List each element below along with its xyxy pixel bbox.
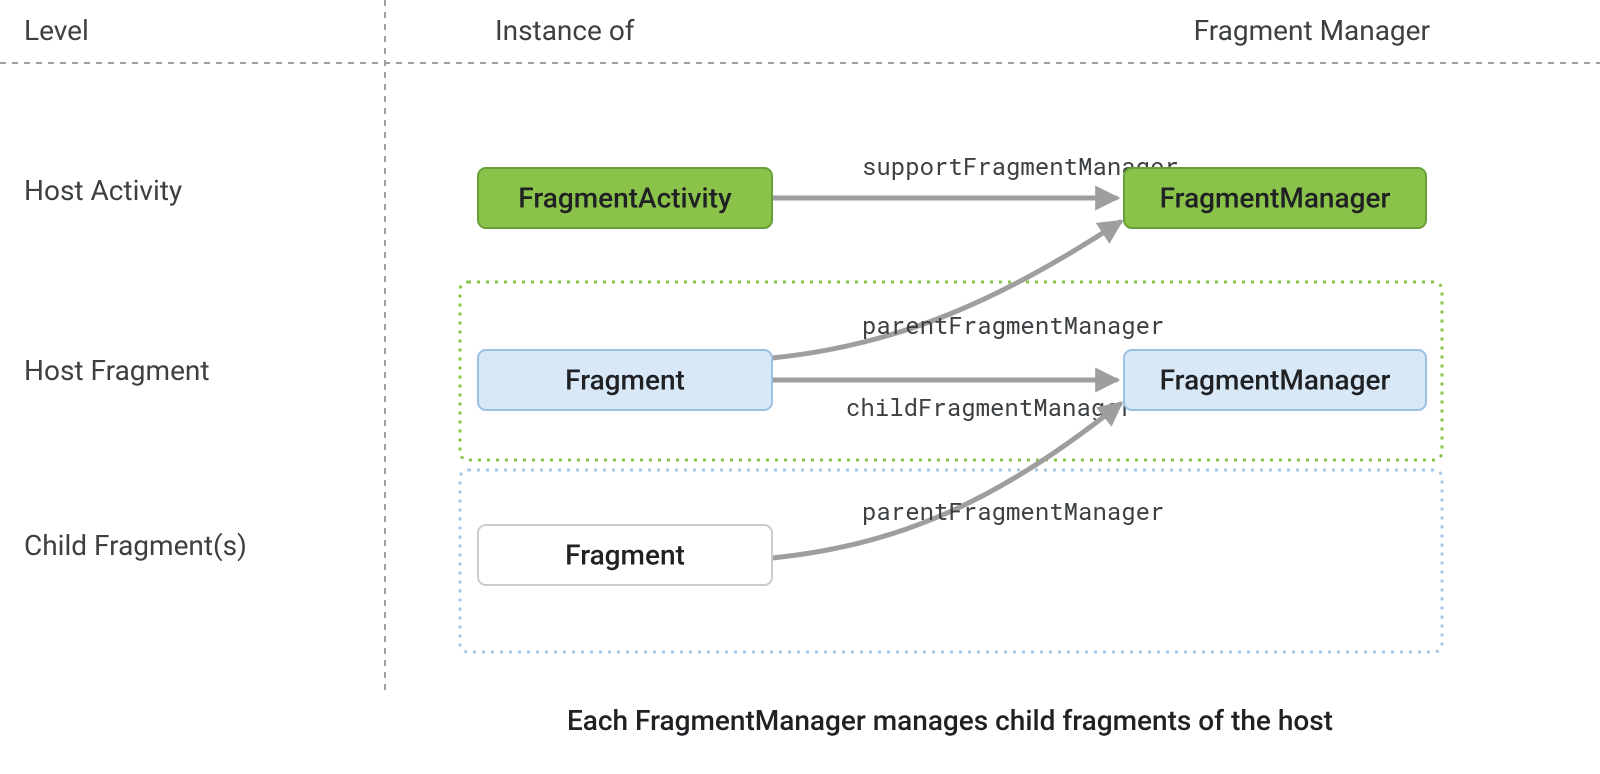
caption: Each FragmentManager manages child fragm… [567, 704, 1333, 737]
edge-parent_fm_2 [772, 404, 1120, 558]
row-label-host_fragment: Host Fragment [24, 354, 210, 387]
column-header-instance: Instance of [495, 14, 635, 47]
row-label-child_fragment: Child Fragment(s) [24, 529, 247, 562]
edge-label-parent_fm_2: parentFragmentManager [862, 495, 1164, 527]
edge-label-child_fm: childFragmentManager [846, 391, 1134, 423]
column-header-level: Level [24, 14, 89, 47]
box-label-fragment_manager_2: FragmentManager [1160, 363, 1391, 396]
row-label-host_activity: Host Activity [24, 174, 182, 207]
box-label-fragment_activity: FragmentActivity [518, 181, 732, 214]
column-header-manager: Fragment Manager [1194, 14, 1431, 47]
box-label-fragment_child: Fragment [565, 538, 685, 571]
box-label-fragment_host: Fragment [565, 363, 685, 396]
box-label-fragment_manager_1: FragmentManager [1160, 181, 1391, 214]
edge-label-parent_fm_1: parentFragmentManager [862, 309, 1164, 341]
